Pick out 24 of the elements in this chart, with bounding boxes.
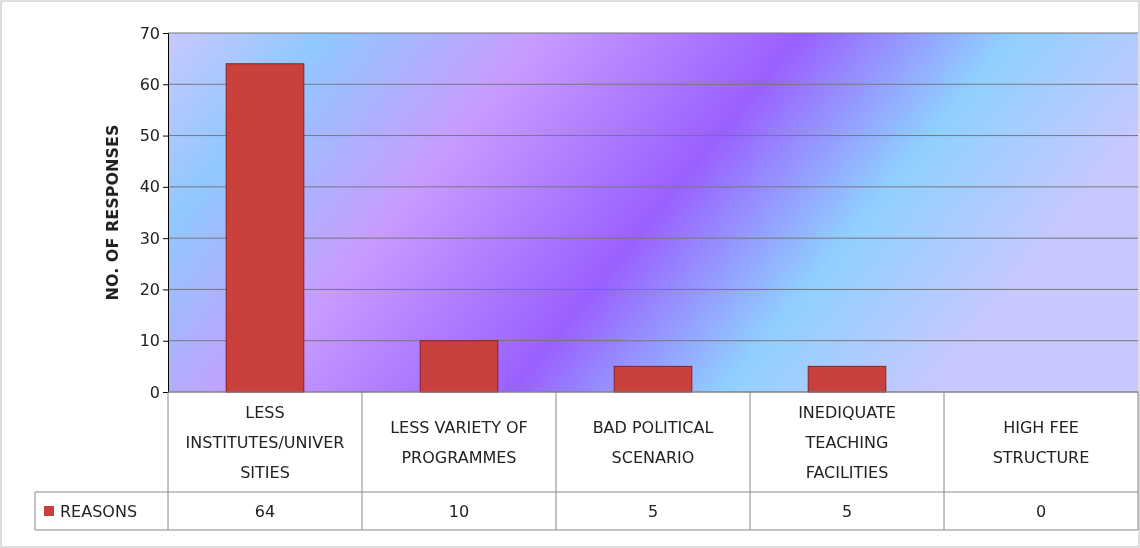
bar <box>225 63 305 393</box>
data-label: 10 <box>448 502 470 521</box>
bar <box>613 365 693 393</box>
data-label: 5 <box>647 502 659 521</box>
bar <box>807 365 887 393</box>
x-tick-label: LESS INSTITUTES/UNIVERSITIES <box>185 403 345 482</box>
data-label: 64 <box>254 502 276 521</box>
y-tick-label: 60 <box>139 74 160 94</box>
text: REASONS <box>60 502 138 521</box>
y-tick-label: 10 <box>139 331 160 351</box>
y-tick-label: 0 <box>149 382 160 402</box>
x-tick-label: BAD POLITICAL SCENARIO <box>592 418 714 467</box>
y-tick-label: 50 <box>139 126 160 146</box>
y-tick-label: 70 <box>139 23 160 43</box>
data-label: 5 <box>841 502 853 521</box>
y-tick-label: 40 <box>139 177 160 197</box>
x-tick-label: HIGH FEE STRUCTURE <box>992 418 1090 467</box>
y-axis-title: NO. OF RESPONSES <box>103 124 122 301</box>
bar <box>419 340 499 393</box>
y-tick-label: 20 <box>139 280 160 300</box>
x-tick-label: LESS VARIETY OF PROGRAMMES <box>390 418 528 467</box>
y-tick-label: 30 <box>139 228 160 248</box>
x-tick-label: INEDIQUATE TEACHING FACILITIES <box>798 403 896 482</box>
data-label: 0 <box>1035 502 1047 521</box>
